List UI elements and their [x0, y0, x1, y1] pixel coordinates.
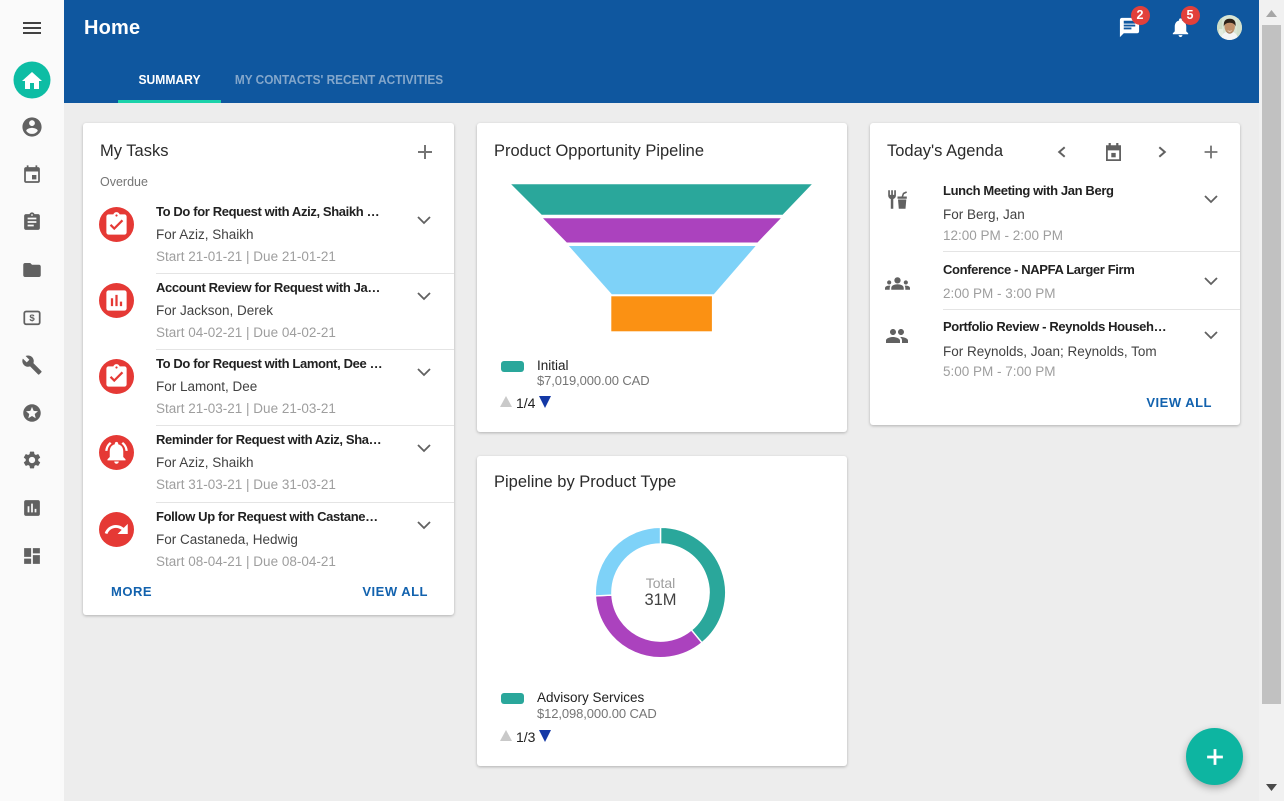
svg-text:$: $: [29, 313, 35, 324]
